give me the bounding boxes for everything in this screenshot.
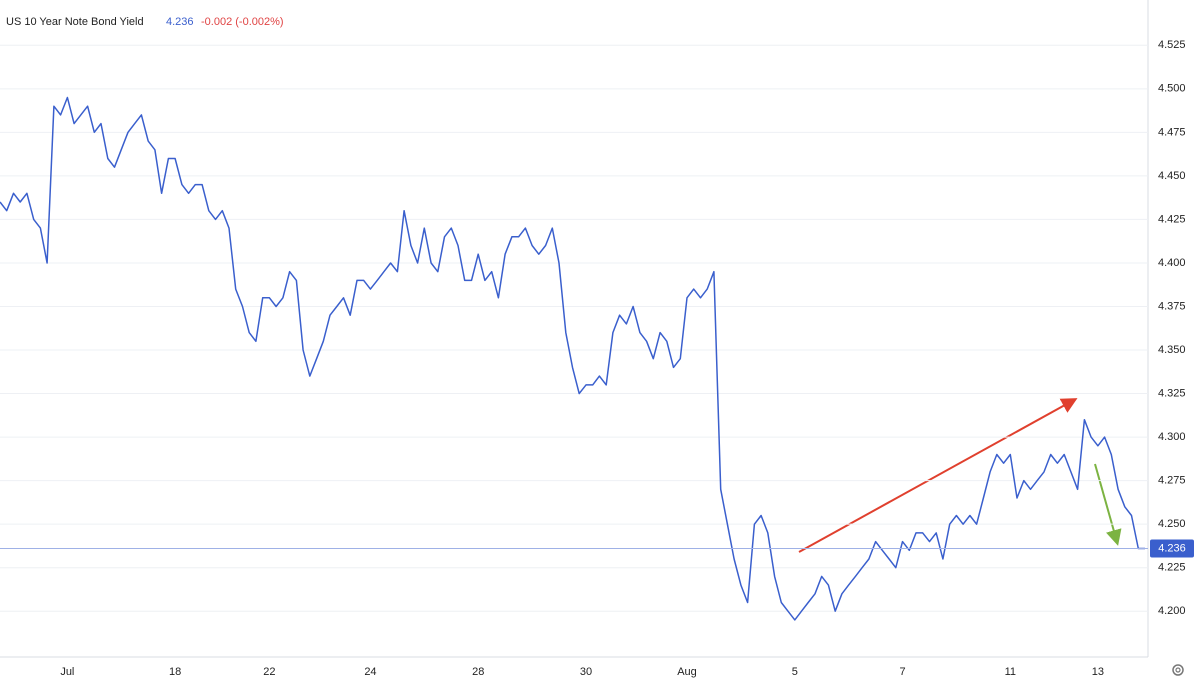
y-tick-label: 4.375 [1158,300,1186,312]
chart-title: US 10 Year Note Bond Yield [6,16,144,28]
x-tick-label: 11 [1005,666,1016,678]
x-tick-label: 13 [1092,666,1104,678]
y-tick-label: 4.250 [1158,518,1186,530]
y-tick-label: 4.325 [1158,387,1186,399]
y-tick-label: 4.400 [1158,257,1186,269]
y-tick-label: 4.525 [1158,39,1186,51]
x-tick-label: 5 [792,666,798,678]
y-tick-label: 4.500 [1158,83,1186,95]
x-tick-label: 22 [263,666,275,678]
price-line [0,96,1145,621]
y-tick-label: 4.450 [1158,170,1186,182]
change: -0.002 (-0.002%) [201,16,284,28]
x-tick-label: 24 [364,666,376,678]
y-tick-label: 4.275 [1158,475,1186,487]
x-tick-label: Jul [60,666,74,678]
x-tick-label: 7 [899,666,905,678]
settings-icon[interactable] [1172,664,1184,676]
x-tick-label: 18 [169,666,181,678]
x-tick-label: Aug [677,666,697,678]
y-tick-label: 4.425 [1158,213,1186,225]
x-tick-label: 30 [580,666,592,678]
y-tick-label: 4.350 [1158,344,1186,356]
y-tick-label: 4.475 [1158,126,1186,138]
y-tick-label: 4.300 [1158,431,1186,443]
y-tick-label: 4.200 [1158,605,1186,617]
trend-arrow-down [1094,463,1122,546]
last-value: 4.236 [166,16,194,28]
last-value-box [1150,539,1194,558]
last-value-label: 4.236 [1158,542,1186,554]
x-tick-label: 28 [472,666,484,678]
trend-arrow-up [798,398,1078,553]
y-tick-label: 4.225 [1158,562,1186,574]
